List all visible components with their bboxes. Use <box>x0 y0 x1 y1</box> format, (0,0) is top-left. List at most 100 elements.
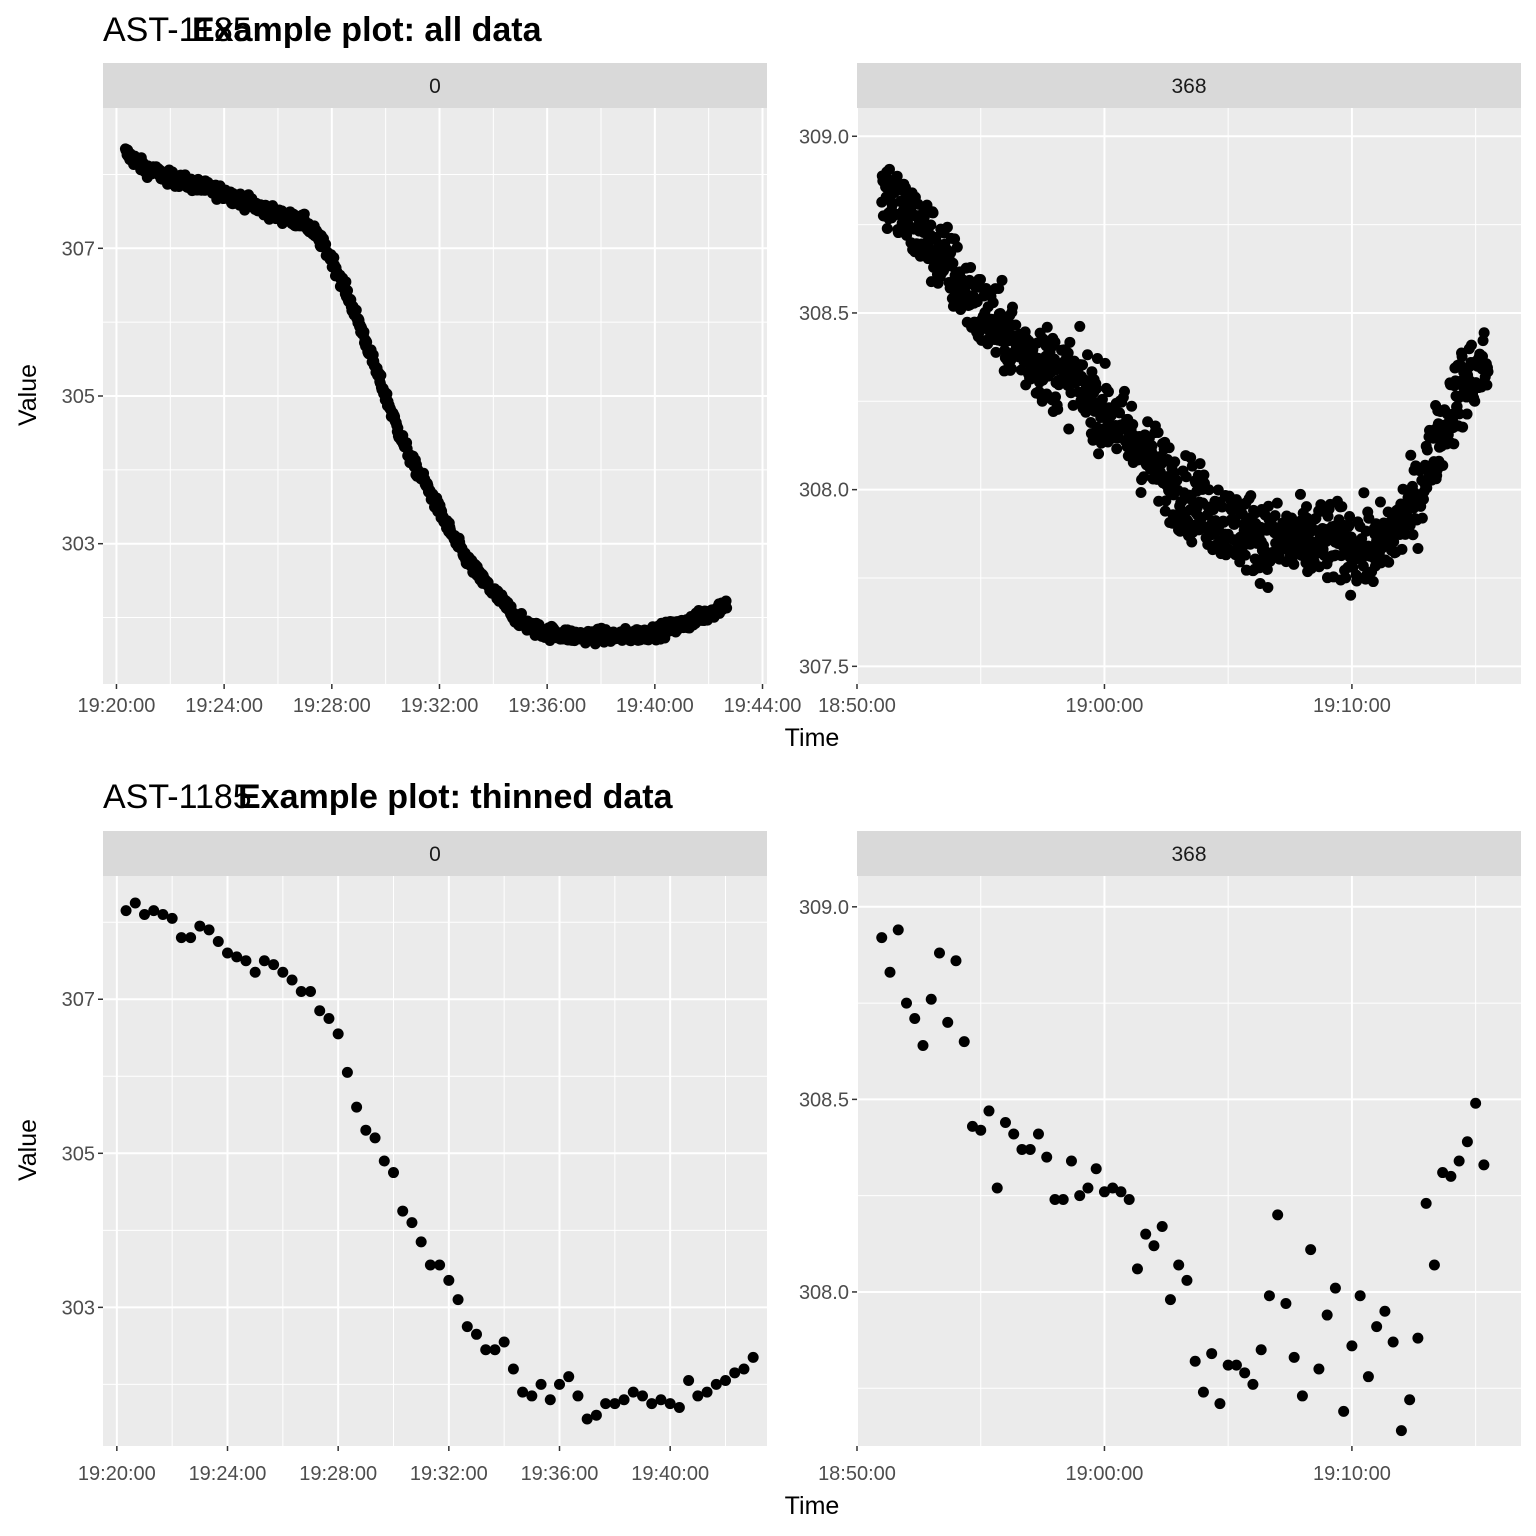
figure-1-panel-368-point <box>1186 536 1198 548</box>
figure-2-panel-0-point <box>581 1413 593 1425</box>
figure-2-panel-0-point <box>194 920 206 932</box>
figure-1-panel-368-point <box>881 223 893 235</box>
figure-1-panel-368-point <box>1082 349 1094 361</box>
figure-1-panel-368-point <box>1399 528 1411 540</box>
figure-2-panel-0-point <box>397 1205 409 1217</box>
figure-1-panel-368-point <box>1096 393 1108 405</box>
figure-2-panel-0-point <box>554 1378 565 1390</box>
figure-2-panel-0-y-tick-label: 303 <box>62 1297 95 1319</box>
figure-1-panel-368-point <box>1138 471 1150 483</box>
figure-1-x-axis-title: Time <box>785 724 840 752</box>
figure-1-panel-0-x-tick-label: 19:24:00 <box>185 695 263 717</box>
figure-2-panel-368-point <box>1008 1128 1020 1140</box>
figure-2-panel-368-point <box>983 1105 995 1117</box>
figure-1-panel-368-y-tick-label: 309.0 <box>799 126 849 148</box>
figure-2-panel-0-point <box>360 1124 372 1136</box>
figure-2-y-axis-title: Value <box>14 1119 42 1181</box>
figure-1-panel-368-point <box>1163 442 1175 454</box>
figure-2-panel-368-point <box>1280 1298 1292 1309</box>
figure-2-panel-0-point <box>692 1390 704 1402</box>
figure-1-panel-368-point <box>1062 347 1074 359</box>
figure-2-panel-368-point <box>966 1120 978 1132</box>
figure-2-panel-368-point <box>900 997 912 1009</box>
figure-2-panel-0-point <box>720 1375 731 1387</box>
figure-2-panel-0-point <box>249 966 261 978</box>
figure-1-panel-0-point <box>721 602 733 614</box>
figure-1-panel-368-point <box>1286 512 1298 524</box>
figure-2-panel-0-point <box>572 1390 584 1402</box>
figure-2-panel-368-point <box>991 1182 1003 1194</box>
figure-2-panel-0-point <box>627 1386 639 1398</box>
figure-2-panel-0-point <box>268 959 280 971</box>
figure-1-panel-368-point <box>1478 327 1490 339</box>
figure-1-panel-368-point <box>1194 458 1206 470</box>
figure-2-panel-0-point <box>222 947 233 959</box>
figure-1-panel-0-y-tick-label: 303 <box>62 534 95 556</box>
figure-1-panel-0-strip <box>103 63 767 108</box>
figure-2-panel-0-point <box>471 1328 482 1340</box>
figure-2-x-axis-title: Time <box>785 1492 840 1520</box>
figure-1-panel-368-point <box>1345 589 1357 601</box>
figure-2-panel-0-point <box>452 1294 464 1306</box>
figure-2-panel-368-point <box>950 955 962 967</box>
figure-2-panel-368-point <box>1272 1209 1284 1221</box>
figure-2-panel-368-point <box>1098 1186 1110 1198</box>
figure-2-panel-368-strip-label: 368 <box>1171 843 1206 866</box>
figure-1-panel-368-point <box>1383 556 1395 568</box>
figure-2-panel-368-point <box>933 947 945 959</box>
figure-1-panel-368-point <box>925 219 937 231</box>
figure-1-panel-368-point <box>927 207 939 219</box>
figure-1-panel-368-point <box>990 346 1002 358</box>
figure-1-panel-368-point <box>951 241 963 253</box>
figure-1-panel-368-point <box>1198 469 1210 481</box>
figure-2-panel-0-point <box>166 912 178 924</box>
figure-1-panel-368-point <box>1135 487 1147 499</box>
figure-2-panel-0-point <box>139 909 150 921</box>
figure-2-panel-368-point <box>1024 1143 1036 1155</box>
figure-2-panel-0-point <box>369 1132 381 1144</box>
figure-1-panel-368-point <box>1114 407 1126 419</box>
figure-2-panel-0-point <box>323 1013 335 1024</box>
figure-1-panel-368-point <box>1421 482 1433 494</box>
figure-2-panel-368-point <box>1115 1186 1127 1198</box>
figure-1-panel-368-point <box>1336 501 1348 513</box>
figure-1-panel-368-point <box>1360 525 1372 537</box>
figure-1-panel-0-point <box>342 285 354 297</box>
figure-2-panel-368-point <box>876 932 888 944</box>
figure-1-panel-368-point <box>1049 336 1061 348</box>
figure-2-panel-0-point <box>701 1386 713 1398</box>
figure-1-panel-368-points <box>876 163 1494 601</box>
figure-1-panel-0-x-tick-label: 19:20:00 <box>78 695 156 717</box>
figure-2-panel-368-point <box>1016 1143 1028 1155</box>
figure-2-panel-0-x-tick-label: 19:36:00 <box>521 1463 599 1485</box>
figure-2-panel-368-y-tick-label: 309.0 <box>799 897 849 919</box>
figure-2-panel-368-point <box>925 993 937 1005</box>
figure-2-panel-368-point <box>1420 1197 1432 1209</box>
figure-1-panel-368-point <box>1461 408 1473 420</box>
figure-1-panel-368-x-tick-label: 19:00:00 <box>1066 695 1144 717</box>
figure-1-panel-368-y-tick-label: 307.5 <box>799 656 849 678</box>
figure-2-panel-0-point <box>738 1363 750 1375</box>
figure-1-panel-368-point <box>1230 494 1242 506</box>
figure-2-panel-368-point <box>1404 1394 1416 1406</box>
figure-1-panel-368-point <box>1457 421 1469 433</box>
figure-1-panel-368-y-tick-label: 308.5 <box>799 303 849 325</box>
figure-2-panel-368-point <box>1140 1228 1152 1240</box>
figure-1-y-axis-title: Value <box>14 364 42 426</box>
figure-2-panel-368-point <box>1247 1378 1259 1390</box>
figure-1-panel-0-y-tick-label: 307 <box>62 238 95 260</box>
figure-1-panel-368-point <box>987 297 999 309</box>
figure-2-panel-0-point <box>683 1375 695 1387</box>
figure-2-panel-368-point <box>884 966 896 978</box>
figure-1-panel-368: 368 307.5 308.0 308.5 309.0 18:50:00 19:00:00 1… <box>799 63 1521 717</box>
figure-2-panel-0-point <box>729 1367 741 1379</box>
figure-1-panel-368-point <box>883 163 895 175</box>
figure-2-panel-368-point <box>975 1124 987 1136</box>
figure-2-panel-368-points <box>876 924 1490 1437</box>
figure-1-panel-0: 0 303 305 307 19:20:00 19:24:00 19:28:00 19:32:… <box>62 63 801 717</box>
figure-2-panel-368-point <box>1453 1155 1465 1167</box>
figure-1-panel-368-point <box>1093 448 1105 460</box>
figure-2-panel-368-point <box>1346 1340 1358 1352</box>
figure-2-panel-0-x-tick-label: 19:24:00 <box>189 1463 267 1485</box>
figure-1-panel-368-point <box>1456 350 1468 362</box>
